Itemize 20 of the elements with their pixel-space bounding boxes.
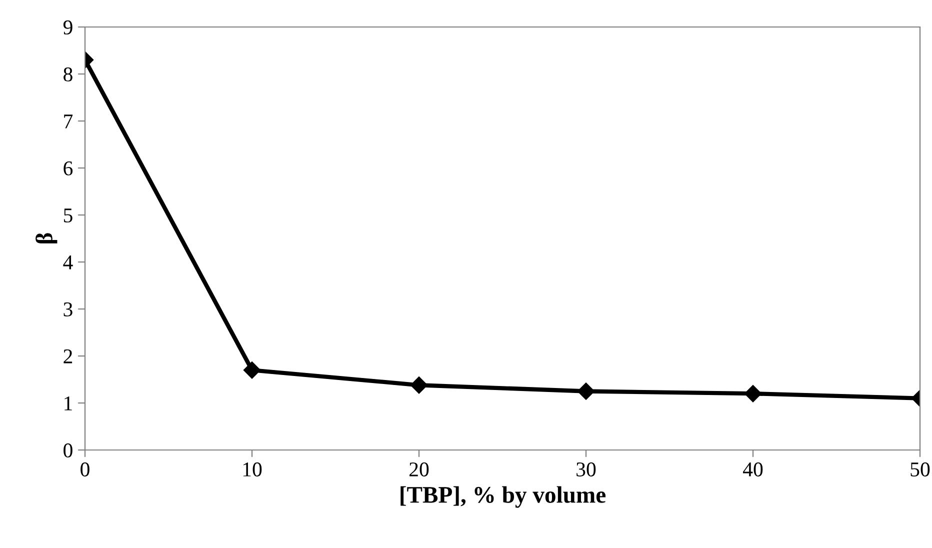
y-tick-label: 0 bbox=[64, 443, 72, 458]
y-tick-label: 1 bbox=[64, 396, 72, 410]
x-tick-label: 40 bbox=[742, 462, 763, 476]
y-axis-title: β bbox=[36, 233, 58, 244]
x-tick-label: 0 bbox=[80, 462, 90, 476]
x-tick-label: 50 bbox=[910, 462, 930, 476]
y-tick-label: 3 bbox=[64, 302, 72, 316]
y-tick-label: 2 bbox=[64, 349, 72, 364]
y-tick-label: 6 bbox=[64, 161, 73, 176]
x-tick-label: 30 bbox=[576, 462, 596, 476]
y-tick-label: 8 bbox=[64, 67, 72, 82]
point bbox=[577, 382, 595, 400]
point bbox=[410, 376, 428, 394]
y-tick-label: 9 bbox=[63, 20, 72, 34]
x-tick-label: 10 bbox=[243, 462, 262, 476]
y-tick-label: 4 bbox=[63, 256, 73, 270]
y-tick-label: 7 bbox=[64, 114, 73, 128]
x-axis-title: [TBP], % by volume bbox=[400, 486, 606, 508]
x-tick-label: 20 bbox=[410, 462, 429, 476]
y-tick-label: 5 bbox=[64, 208, 72, 222]
